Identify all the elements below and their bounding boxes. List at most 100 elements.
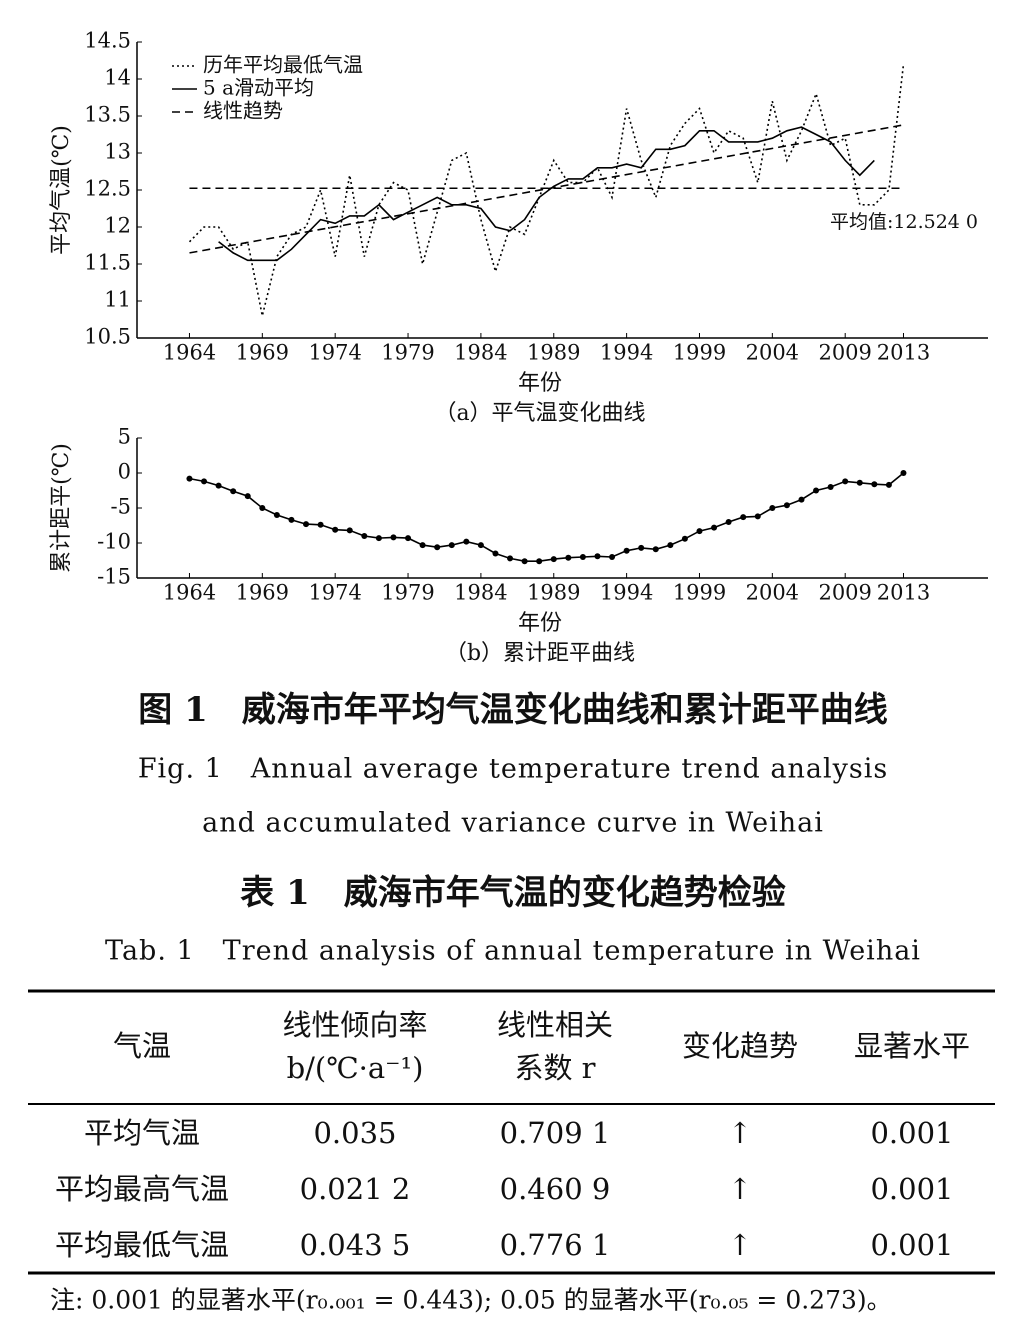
series-line xyxy=(189,472,905,562)
point xyxy=(667,542,674,549)
table-cell: 0.043 5 xyxy=(300,1228,411,1262)
y-tick-label: 13 xyxy=(104,140,131,164)
point xyxy=(856,479,863,486)
x-tick-label: 2009 xyxy=(818,581,871,605)
mean-label: 平均值:12.524 0 xyxy=(830,211,978,233)
point xyxy=(259,505,266,511)
table-cell: 0.460 9 xyxy=(500,1172,611,1206)
x-tick-label: 1994 xyxy=(600,581,653,605)
legend-label: 历年平均最低气温 xyxy=(203,53,363,77)
point xyxy=(842,478,849,485)
point xyxy=(434,544,441,551)
point xyxy=(711,524,718,531)
x-tick-label: 2004 xyxy=(746,581,799,605)
table-cell: 平均最低气温 xyxy=(55,1228,229,1262)
x-tick-label: 1999 xyxy=(673,341,726,365)
x-axis-label: 年份 xyxy=(518,611,562,636)
point xyxy=(536,558,543,565)
point xyxy=(871,481,878,488)
table-cell: ↑ xyxy=(728,1116,752,1150)
point xyxy=(681,535,688,542)
point xyxy=(579,554,586,560)
y-tick-label: 10.5 xyxy=(84,325,131,349)
x-tick-label: 1999 xyxy=(673,581,726,605)
y-tick-label: 14.5 xyxy=(84,29,131,53)
y-tick-label: 5 xyxy=(118,425,131,449)
table-cell: 平均气温 xyxy=(84,1116,200,1150)
x-tick-label: 1974 xyxy=(308,341,361,365)
x-tick-label: 2013 xyxy=(877,581,930,605)
table-cell: 0.001 xyxy=(870,1228,953,1262)
point xyxy=(346,527,353,534)
point xyxy=(273,512,280,518)
point xyxy=(463,538,470,545)
table-cell: 0.001 xyxy=(870,1172,953,1206)
series-line xyxy=(218,126,875,262)
x-tick-label: 1974 xyxy=(308,581,361,605)
point xyxy=(361,533,368,539)
point xyxy=(769,505,776,511)
y-tick-label: -15 xyxy=(97,565,131,589)
y-tick-label: 12 xyxy=(104,214,131,238)
table-header: 气温 xyxy=(113,1029,171,1063)
point xyxy=(521,558,528,565)
y-tick-label: 12.5 xyxy=(84,177,131,201)
x-tick-label: 1989 xyxy=(527,581,580,605)
x-tick-label: 1994 xyxy=(600,341,653,365)
point xyxy=(375,535,382,542)
point xyxy=(215,482,222,489)
table-header: 显著水平 xyxy=(854,1029,970,1063)
chart-caption: （a）平气温变化曲线 xyxy=(434,401,645,426)
table-cell: 0.776 1 xyxy=(500,1228,611,1262)
y-tick-label: 13.5 xyxy=(84,103,131,127)
point xyxy=(798,496,805,503)
point xyxy=(900,470,907,476)
point xyxy=(638,544,645,551)
table-cell: 0.021 2 xyxy=(300,1172,411,1206)
table-cell: 0.001 xyxy=(870,1116,953,1150)
point xyxy=(725,519,732,525)
point xyxy=(492,550,499,557)
point xyxy=(405,535,412,542)
point xyxy=(244,493,251,500)
point xyxy=(477,542,484,549)
x-tick-label: 1964 xyxy=(163,581,216,605)
y-tick-label: -5 xyxy=(111,495,131,519)
x-tick-label: 1964 xyxy=(163,341,216,365)
table-header: 线性倾向率 xyxy=(282,1008,427,1042)
table-header: 变化趋势 xyxy=(682,1029,798,1063)
x-tick-label: 1979 xyxy=(381,581,434,605)
point xyxy=(230,488,237,495)
y-tick-label: 11.5 xyxy=(84,251,131,275)
point xyxy=(201,478,208,485)
table-cell: 0.709 1 xyxy=(500,1116,611,1150)
point xyxy=(419,542,426,549)
figure-title-en: Fig. 1 Annual average temperature trend … xyxy=(138,754,888,785)
point xyxy=(288,516,295,523)
y-axis-label: 累计距平(℃) xyxy=(49,443,74,573)
point xyxy=(754,513,761,520)
table-cell: 0.035 xyxy=(313,1116,396,1150)
point xyxy=(623,547,630,554)
y-axis-label: 平均气温(℃) xyxy=(49,125,74,255)
table-title-en: Tab. 1 Trend analysis of annual temperat… xyxy=(105,936,921,967)
table-title: 表 1 威海市年气温的变化趋势检验 xyxy=(240,873,786,913)
point xyxy=(885,481,892,488)
point xyxy=(783,502,790,509)
table-cell: 平均最高气温 xyxy=(55,1172,229,1206)
x-tick-label: 1984 xyxy=(454,341,507,365)
chart-caption: （b）累计距平曲线 xyxy=(445,641,635,666)
table-header: 线性相关 xyxy=(497,1008,613,1042)
x-tick-label: 2013 xyxy=(877,341,930,365)
table-cell: ↑ xyxy=(728,1228,752,1262)
point xyxy=(317,521,324,528)
x-tick-label: 1969 xyxy=(236,341,289,365)
point xyxy=(594,553,601,560)
point xyxy=(652,546,659,553)
legend-label: 5 a滑动平均 xyxy=(203,76,314,100)
point xyxy=(609,554,616,560)
y-tick-label: 14 xyxy=(104,66,131,90)
point xyxy=(303,521,310,528)
point xyxy=(740,514,747,521)
series-line xyxy=(188,64,905,316)
